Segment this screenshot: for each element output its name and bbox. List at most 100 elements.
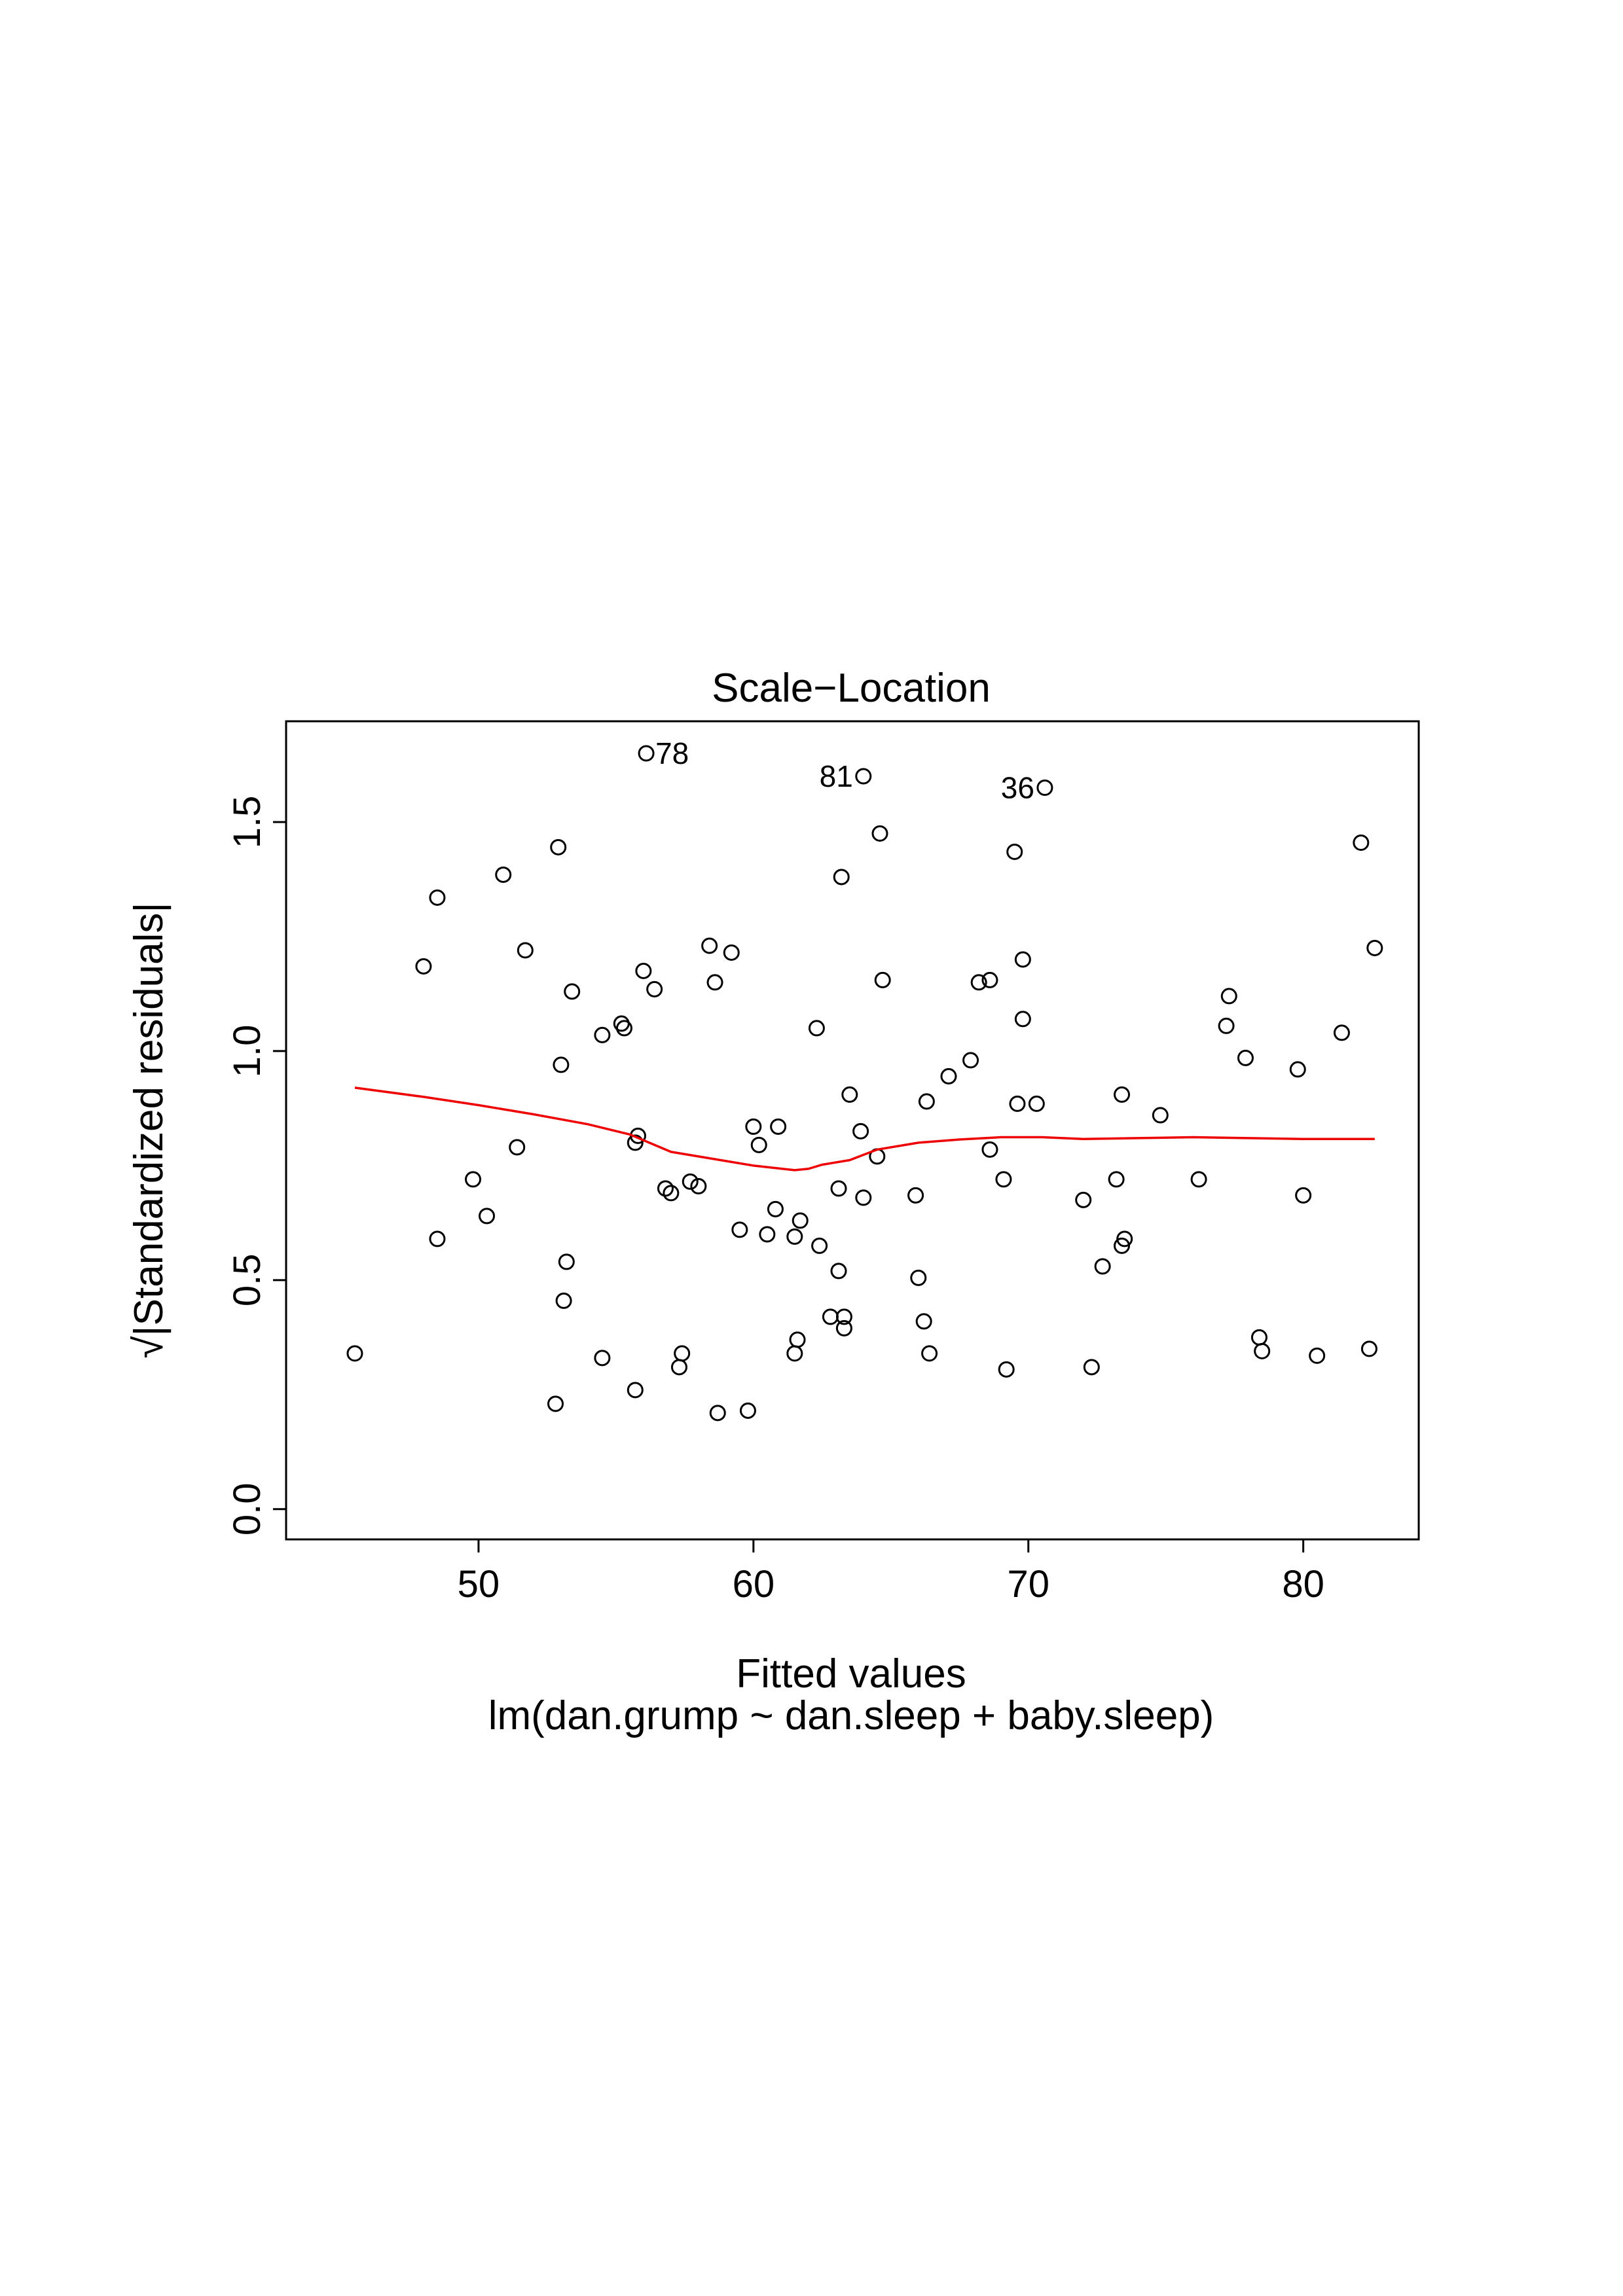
data-point	[627, 1134, 644, 1151]
point-label: 81	[820, 759, 853, 793]
data-point	[657, 1180, 674, 1197]
data-point	[1114, 1237, 1131, 1254]
plot-frame	[285, 720, 1420, 1541]
data-point	[1014, 1011, 1031, 1028]
data-point	[547, 1395, 564, 1412]
data-point	[1014, 951, 1031, 968]
data-point	[789, 1331, 806, 1348]
data-point	[811, 1237, 828, 1254]
data-points	[346, 745, 1383, 1422]
data-point	[558, 1253, 575, 1270]
data-point	[1366, 939, 1383, 956]
data-point	[1309, 1347, 1326, 1364]
data-point	[1094, 1258, 1111, 1275]
data-point	[841, 1086, 858, 1103]
data-point	[1333, 1024, 1350, 1041]
data-point	[855, 768, 872, 785]
data-point	[1190, 1171, 1207, 1188]
data-point	[759, 1226, 776, 1243]
data-point	[830, 1180, 847, 1197]
data-point	[1108, 1171, 1125, 1188]
data-point	[835, 1308, 852, 1325]
data-point	[594, 1350, 611, 1367]
data-point	[1254, 1342, 1271, 1359]
data-point	[871, 825, 888, 842]
x-axis-label: Fitted values	[736, 1651, 966, 1696]
data-point	[1006, 843, 1023, 860]
data-point	[915, 1313, 932, 1330]
data-point	[1295, 1187, 1312, 1204]
data-point	[770, 1118, 787, 1135]
data-point	[745, 1118, 762, 1135]
data-point	[918, 1093, 935, 1110]
data-point	[855, 1189, 872, 1206]
data-point	[615, 1020, 632, 1037]
data-point	[429, 1230, 446, 1247]
data-point	[907, 1187, 924, 1204]
data-point	[706, 974, 723, 991]
y-tick-label: 1.5	[226, 796, 268, 849]
data-point	[1009, 1095, 1026, 1112]
data-point	[635, 962, 652, 979]
y-tick-label: 0.5	[226, 1254, 268, 1307]
data-point	[509, 1139, 526, 1156]
data-point	[429, 889, 446, 906]
data-point	[627, 1382, 644, 1399]
y-axis-label-text: |Standardized residuals|	[126, 903, 172, 1336]
data-point	[690, 1177, 707, 1194]
data-point	[682, 1173, 699, 1190]
data-point	[709, 1405, 726, 1422]
y-axis-label-radical: √	[126, 1336, 172, 1358]
data-point	[1289, 1061, 1306, 1078]
data-point	[1114, 1086, 1131, 1103]
data-point	[981, 971, 998, 988]
data-point	[555, 1292, 572, 1309]
data-point	[638, 745, 655, 762]
data-point	[874, 971, 891, 988]
data-point	[739, 1402, 756, 1419]
data-point	[723, 944, 740, 961]
smooth-line	[354, 1086, 1375, 1172]
data-point	[1218, 1017, 1235, 1034]
data-point	[663, 1185, 680, 1202]
point-label: 78	[655, 736, 689, 770]
x-tick-label: 80	[1282, 1563, 1324, 1605]
data-point	[852, 1122, 869, 1139]
data-point	[921, 1345, 938, 1362]
data-point	[750, 1136, 767, 1153]
data-point	[550, 838, 567, 855]
data-point	[970, 974, 987, 991]
data-point	[1028, 1095, 1045, 1112]
data-point	[833, 869, 850, 886]
data-point	[995, 1171, 1012, 1188]
data-point	[346, 1345, 363, 1362]
data-point	[670, 1359, 687, 1376]
data-point	[594, 1026, 611, 1043]
data-point	[822, 1308, 839, 1325]
data-point	[1353, 834, 1370, 851]
data-point	[998, 1361, 1015, 1378]
data-point	[1220, 988, 1237, 1005]
data-point	[1237, 1049, 1254, 1066]
data-point	[786, 1228, 803, 1245]
data-point	[495, 866, 512, 883]
data-point	[731, 1221, 748, 1238]
data-point	[1250, 1329, 1267, 1346]
data-point	[1360, 1340, 1377, 1357]
data-point	[674, 1345, 691, 1362]
data-point	[479, 1208, 496, 1225]
data-point	[564, 983, 581, 1000]
svg-text:√|Standardized residuals|: √|Standardized residuals|	[126, 903, 172, 1359]
data-point	[1116, 1230, 1133, 1247]
data-point	[1036, 779, 1053, 796]
data-point	[981, 1141, 998, 1158]
data-point	[517, 942, 534, 959]
x-tick-label: 60	[733, 1563, 775, 1605]
data-point	[646, 980, 663, 997]
data-point	[1152, 1107, 1169, 1124]
chart-subtitle: lm(dan.grump ~ dan.sleep + baby.sleep)	[488, 1693, 1214, 1738]
data-point	[553, 1056, 570, 1073]
point-labels: 78 81 36	[655, 736, 1034, 804]
data-point	[940, 1067, 957, 1085]
